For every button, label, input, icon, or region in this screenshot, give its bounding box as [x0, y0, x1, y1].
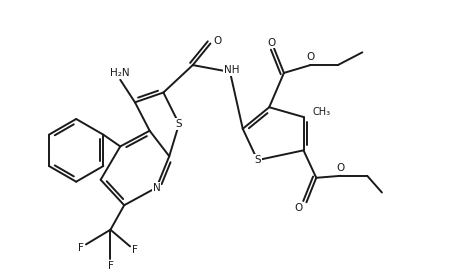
Text: CH₃: CH₃ [312, 107, 330, 117]
Text: NH: NH [224, 65, 240, 75]
Text: S: S [254, 155, 261, 165]
Text: S: S [176, 119, 182, 129]
Text: O: O [267, 38, 275, 48]
Text: F: F [108, 261, 113, 271]
Text: O: O [213, 35, 221, 46]
Text: H₂N: H₂N [110, 68, 130, 78]
Text: O: O [294, 203, 303, 213]
Text: N: N [152, 183, 160, 192]
Text: F: F [132, 245, 138, 255]
Text: F: F [78, 243, 84, 253]
Text: O: O [337, 163, 345, 173]
Text: O: O [306, 52, 315, 62]
